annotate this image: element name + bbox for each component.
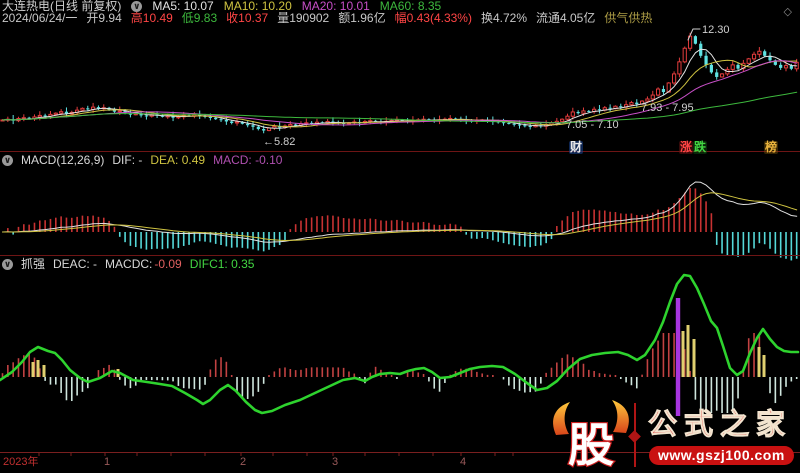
axis-month-label-1: 1 [104, 456, 111, 468]
macd-panel-header: ∨ MACD(12,26,9) DIF: - DEA: 0.49 MACD: -… [2, 153, 282, 167]
difc1-value: DIFC1: 0.35 [189, 257, 255, 271]
quote-open: 开9.94 [86, 11, 122, 25]
dif-value: DIF: - [112, 153, 143, 167]
hotspot-fall-button[interactable]: 跌 [693, 140, 708, 154]
collapse-custom-icon[interactable]: ∨ [2, 258, 13, 270]
quote-turnover: 换4.72% [480, 11, 527, 25]
panel-divider [0, 151, 800, 152]
indicator-name: 抓强 [21, 257, 46, 271]
stock-title: 大连热电(日线 前复权) [2, 0, 122, 13]
axis-month-label-4: 4 [460, 456, 467, 468]
quote-line: 2024/06/24/一 开9.94 高10.49 低9.83 收10.37 量… [2, 12, 652, 25]
bull-stock-logo-icon: 股 [553, 400, 629, 472]
axis-month-label-2: 2 [240, 456, 247, 468]
quote-close: 收10.37 [226, 11, 269, 25]
macdc-label: MACDC: [105, 257, 153, 271]
macdc-value: -0.09 [154, 257, 182, 271]
axis-month-label-3: 3 [332, 456, 339, 468]
corner-diamond-icon[interactable]: ◇ [783, 6, 792, 18]
quote-change: 幅0.43(4.33%) [394, 11, 472, 25]
quote-date: 2024/06/24/一 [2, 11, 78, 25]
watermark: 股 公式之家 www.gszj100.com [546, 399, 798, 472]
hotspot-rank-button[interactable]: 榜 [764, 140, 779, 154]
annotation-gap-705: 7.05 - 7.10 [566, 119, 619, 131]
ma60-value: MA60: 8.35 [379, 0, 442, 13]
collapse-macd-icon[interactable]: ∨ [2, 154, 13, 166]
collapse-kline-icon[interactable]: ∨ [131, 1, 143, 12]
macd-value: MACD: -0.10 [213, 153, 283, 167]
annotation-low: ←5.82 [263, 136, 296, 148]
custom-panel-header: ∨ 抓强 DEAC: - MACDC: -0.09 DIFC1: 0.35 [2, 257, 254, 271]
macd-params: MACD(12,26,9) [21, 153, 105, 167]
quote-amount: 额1.96亿 [338, 11, 386, 25]
ma20-value: MA20: 10.01 [301, 0, 370, 13]
hotspot-rise-button[interactable]: 涨 [679, 140, 694, 154]
annotation-high: 12.30 [702, 24, 730, 36]
dea-value: DEA: 0.49 [150, 153, 206, 167]
quote-float: 流通4.05亿 [536, 11, 596, 25]
annotation-gap-793: 7.93 - 7.95 [641, 102, 694, 114]
axis-year-label: 2023年 [3, 456, 39, 468]
watermark-brand: 公式之家 [647, 409, 793, 442]
panel-divider [0, 255, 800, 256]
ma10-value: MA10: 10.20 [223, 0, 292, 13]
header-line-1: 大连热电(日线 前复权) ∨ MA5: 10.07 MA10: 10.20 MA… [2, 0, 441, 13]
ma5-value: MA5: 10.07 [152, 0, 214, 13]
quote-volume: 量190902 [277, 11, 330, 25]
hotspot-finance-button[interactable]: 财 [569, 140, 584, 154]
watermark-url: www.gszj100.com [649, 446, 794, 465]
svg-text:股: 股 [568, 419, 614, 471]
deac-value: DEAC: - [53, 257, 98, 271]
quote-industry: 供气供热 [604, 11, 653, 25]
quote-low: 低9.83 [181, 11, 218, 25]
quote-high: 高10.49 [130, 11, 173, 25]
x-axis-line [0, 452, 800, 453]
